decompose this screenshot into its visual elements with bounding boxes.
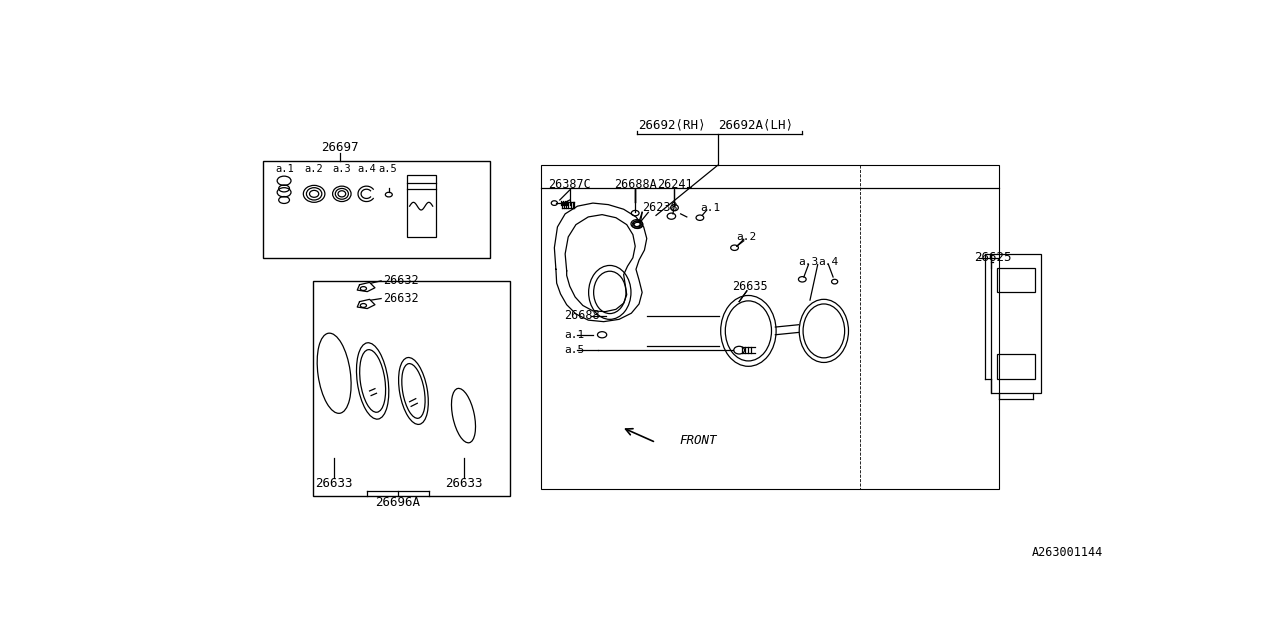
Bar [314,281,509,497]
Text: a.3: a.3 [333,164,351,174]
Text: 26696A: 26696A [375,496,421,509]
Text: a.4: a.4 [818,257,838,267]
Text: 26688A: 26688A [614,178,657,191]
Text: a.5: a.5 [379,164,397,174]
Text: 26697: 26697 [321,141,360,154]
Text: A263001144: A263001144 [1032,546,1102,559]
Bar [997,354,1034,379]
Text: 26632: 26632 [383,292,419,305]
Text: 26692⟨RH⟩: 26692⟨RH⟩ [637,118,705,131]
Bar [264,161,490,258]
Text: 26387C: 26387C [548,178,591,191]
Text: a.1: a.1 [275,164,294,174]
Bar [997,268,1034,292]
Text: 26688: 26688 [564,309,600,322]
Text: 26635: 26635 [732,280,768,292]
Text: 26633: 26633 [315,477,353,490]
Text: FRONT: FRONT [680,434,717,447]
Text: 26625: 26625 [974,252,1012,264]
Text: 26633: 26633 [444,477,483,490]
Bar [407,175,435,237]
Text: a.2: a.2 [305,164,324,174]
Text: a.5: a.5 [564,345,585,355]
Text: a.3: a.3 [799,257,819,267]
Text: a.2: a.2 [737,232,756,242]
Text: 26692A⟨LH⟩: 26692A⟨LH⟩ [718,118,794,131]
Bar [540,165,998,489]
Text: 26241: 26241 [657,178,692,191]
Text: a.1: a.1 [564,330,585,340]
Text: a.4: a.4 [357,164,376,174]
Text: a.1: a.1 [700,203,721,212]
Text: 26238: 26238 [643,201,678,214]
Bar [991,254,1041,392]
Text: 26632: 26632 [383,275,419,287]
